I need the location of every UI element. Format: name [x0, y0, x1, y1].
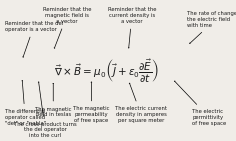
Text: Reminder that the
magnetic field is
a vector: Reminder that the magnetic field is a ve…	[43, 7, 91, 48]
Text: The electric current
density in amperes
per square meter: The electric current density in amperes …	[115, 83, 167, 123]
Text: $\vec{\nabla} \times \vec{B} = \mu_0 \left( \vec{J} + \varepsilon_0 \dfrac{\part: $\vec{\nabla} \times \vec{B} = \mu_0 \le…	[54, 57, 159, 84]
Text: The magnetic
permeability
of free space: The magnetic permeability of free space	[73, 82, 110, 123]
Text: Reminder that the
current density is
a vector: Reminder that the current density is a v…	[108, 7, 156, 48]
Text: The cross-product turns
the del operator
into the curl: The cross-product turns the del operator…	[14, 82, 76, 138]
Text: The differential
operator called
"del" or "nabla": The differential operator called "del" o…	[5, 81, 46, 126]
Text: The magnetic
field in teslas: The magnetic field in teslas	[35, 83, 72, 117]
Text: Reminder that the del
operator is a vector: Reminder that the del operator is a vect…	[5, 21, 63, 57]
Text: The rate of change of
the electric field
with time: The rate of change of the electric field…	[187, 11, 236, 44]
Text: The electric
permittivity
of free space: The electric permittivity of free space	[174, 81, 226, 126]
